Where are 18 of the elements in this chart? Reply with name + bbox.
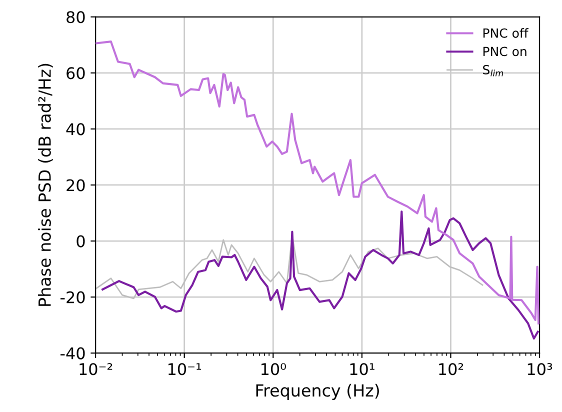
y-tick-label: 0 bbox=[76, 235, 85, 248]
x-tick-label: 10⁻¹ bbox=[168, 363, 202, 376]
x-axis-title: Frequency (Hz) bbox=[256, 384, 379, 400]
y-tick-label: 20 bbox=[66, 179, 85, 192]
legend-label: S$_{lim}$ bbox=[483, 64, 504, 76]
y-tick-label: -20 bbox=[60, 291, 85, 304]
legend-label: PNC off bbox=[483, 28, 529, 38]
y-tick-label: -40 bbox=[60, 347, 85, 360]
x-tick-label: 10⁰ bbox=[262, 363, 286, 376]
y-axis-title: Phase noise PSD (dB rad²/Hz) bbox=[38, 64, 53, 306]
x-tick-label: 10¹ bbox=[350, 363, 374, 376]
x-tick-label: 10⁻² bbox=[80, 363, 112, 376]
x-tick-label: 10² bbox=[439, 363, 464, 376]
y-tick-label: 80 bbox=[66, 11, 85, 24]
legend-label: PNC on bbox=[483, 46, 526, 56]
y-tick-label: 60 bbox=[66, 67, 85, 80]
y-tick-label: 40 bbox=[66, 123, 85, 136]
x-tick-label: 10³ bbox=[528, 363, 552, 376]
